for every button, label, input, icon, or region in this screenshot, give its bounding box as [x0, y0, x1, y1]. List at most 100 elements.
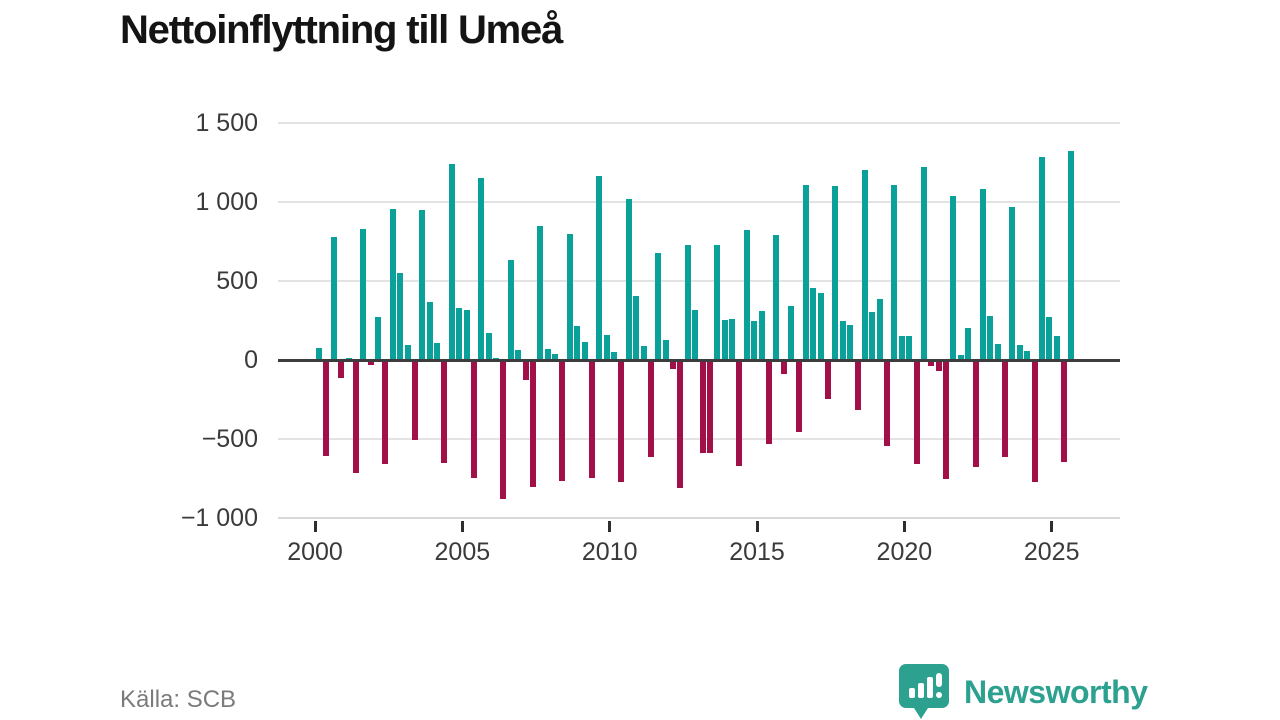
source-caption: Källa: SCB	[120, 686, 237, 713]
newsworthy-icon	[899, 664, 949, 719]
bar-2011-q2	[647, 361, 654, 458]
bar-2007-q3	[537, 225, 544, 360]
chart-title: Nettoinflyttning till Umeå	[120, 8, 563, 52]
bar-2015-q4	[780, 361, 787, 374]
gridline	[278, 438, 1120, 440]
bar-2007-q1	[522, 361, 529, 380]
y-axis-tick-label: −500	[201, 425, 258, 453]
bar-2023-q4	[1016, 344, 1023, 360]
bar-2000-q2	[323, 361, 330, 456]
bar-2020-q4	[928, 361, 935, 366]
bar-2003-q4	[426, 301, 433, 360]
bar-2016-q1	[788, 306, 795, 360]
bar-2013-q4	[721, 319, 728, 360]
bar-2003-q1	[404, 344, 411, 360]
bar-2018-q1	[847, 325, 854, 360]
bar-2000-q4	[338, 361, 345, 379]
bar-2002-q4	[397, 273, 404, 360]
bar-2001-q4	[367, 361, 374, 365]
bar-2012-q1	[670, 361, 677, 369]
bar-2012-q2	[677, 361, 684, 489]
bar-2014-q1	[729, 318, 736, 360]
bar-2007-q2	[529, 361, 536, 488]
bar-2003-q2	[411, 361, 418, 440]
bar-2025-q3	[1068, 151, 1075, 360]
bar-2019-q2	[884, 361, 891, 447]
zero-axis-line	[278, 359, 1120, 362]
x-axis-tick	[1050, 521, 1054, 532]
bar-2017-q1	[817, 292, 824, 360]
x-axis-tick	[902, 521, 906, 532]
bar-2004-q1	[434, 343, 441, 360]
bar-2019-q4	[898, 335, 905, 360]
bar-2006-q2	[500, 361, 507, 500]
bar-2016-q3	[802, 185, 809, 360]
bar-2002-q2	[382, 361, 389, 464]
x-axis-tick-label: 2005	[434, 538, 491, 566]
bar-2015-q3	[773, 235, 780, 360]
bar-2022-q1	[965, 327, 972, 360]
bar-2020-q3	[920, 167, 927, 360]
bar-2009-q2	[588, 361, 595, 478]
bar-2025-q1	[1053, 336, 1060, 360]
bar-2017-q4	[839, 320, 846, 360]
bar-2011-q1	[640, 345, 647, 360]
bar-2020-q1	[906, 336, 913, 360]
bar-2008-q2	[559, 361, 566, 482]
bar-2005-q2	[470, 361, 477, 478]
x-axis-tick	[460, 521, 464, 532]
bar-2016-q4	[810, 288, 817, 360]
bar-2012-q3	[684, 244, 691, 360]
bar-2015-q2	[765, 361, 772, 444]
gridline	[278, 280, 1120, 282]
bar-2022-q2	[972, 361, 979, 467]
bar-2006-q3	[507, 259, 514, 360]
bar-2024-q3	[1038, 156, 1045, 360]
newsworthy-logo[interactable]: Newsworthy	[898, 663, 1148, 720]
bar-2025-q2	[1061, 361, 1068, 463]
bar-2021-q2	[943, 361, 950, 479]
bar-2023-q3	[1009, 206, 1016, 360]
bar-2002-q3	[389, 209, 396, 360]
bar-2000-q3	[330, 236, 337, 360]
bar-2006-q4	[515, 349, 522, 360]
bar-2013-q2	[706, 361, 713, 453]
x-axis-tick-label: 2015	[729, 538, 785, 566]
bar-2001-q3	[360, 228, 367, 360]
x-axis-line	[278, 517, 1120, 519]
bar-2007-q4	[544, 348, 551, 360]
y-axis-tick-label: 1 500	[195, 109, 258, 137]
bar-2021-q3	[950, 196, 957, 360]
bar-2011-q3	[655, 252, 662, 360]
bar-2000-q1	[316, 348, 322, 360]
bar-2023-q1	[994, 344, 1001, 360]
bar-2008-q3	[566, 233, 573, 360]
bar-2010-q1	[611, 352, 618, 360]
y-axis-tick-label: 1 000	[195, 188, 258, 216]
bar-2004-q3	[448, 164, 455, 360]
bar-2004-q2	[441, 361, 448, 463]
gridline	[278, 122, 1120, 124]
bar-2001-q2	[352, 361, 359, 474]
bar-2013-q1	[699, 361, 706, 453]
bar-2018-q3	[861, 169, 868, 360]
x-axis-tick	[313, 521, 317, 532]
bar-2010-q2	[618, 361, 625, 482]
bar-2021-q1	[935, 361, 942, 372]
bar-2014-q2	[736, 361, 743, 467]
bar-2003-q3	[419, 209, 426, 360]
x-axis-tick-label: 2010	[581, 538, 638, 566]
x-axis-tick	[755, 521, 759, 532]
y-axis-tick-label: −1 000	[180, 504, 258, 532]
x-axis-tick-label: 2025	[1023, 538, 1080, 566]
bar-2015-q1	[758, 311, 765, 360]
y-axis-tick-label: 500	[216, 267, 258, 295]
bar-2014-q3	[743, 229, 750, 360]
bar-2005-q1	[463, 310, 470, 360]
bar-2002-q1	[375, 316, 382, 360]
newsworthy-wordmark: Newsworthy	[964, 673, 1148, 710]
bar-2016-q2	[795, 361, 802, 433]
bar-2009-q4	[603, 334, 610, 360]
bar-2013-q3	[714, 244, 721, 360]
